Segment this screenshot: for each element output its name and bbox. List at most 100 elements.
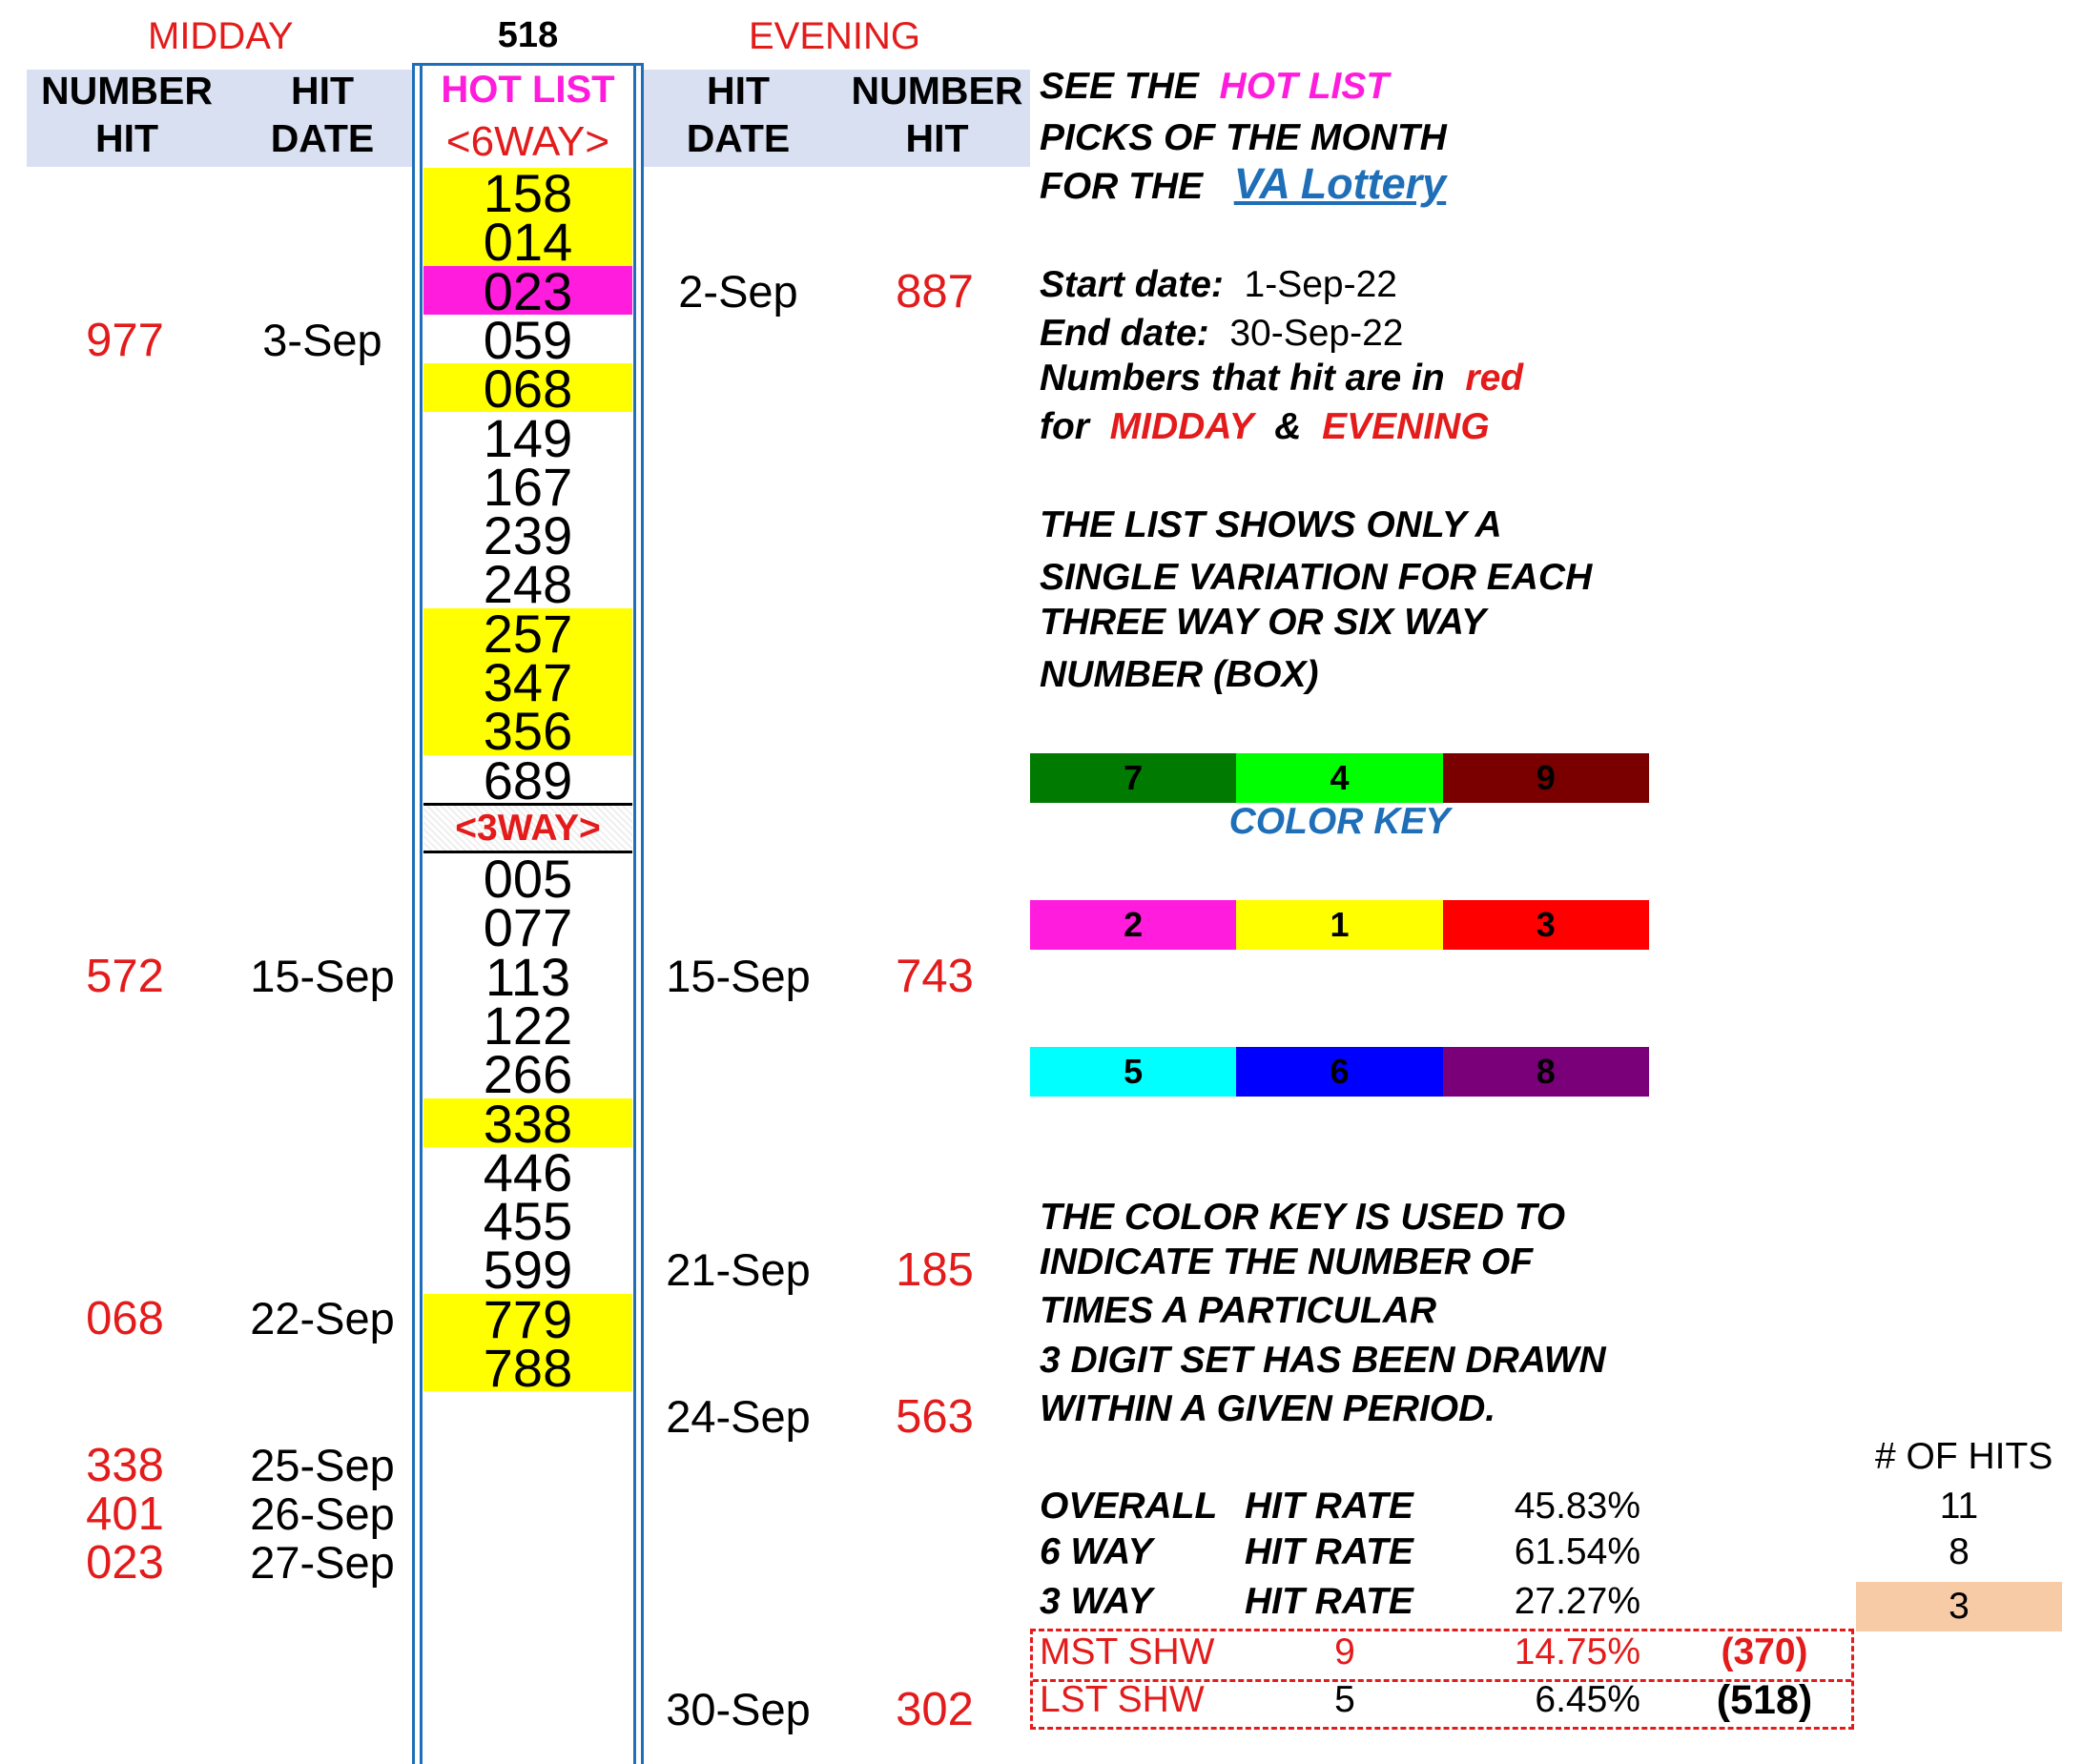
color-key-swatch: 8	[1442, 1047, 1649, 1097]
midday-hit-number: 338	[86, 1439, 164, 1491]
overall-label: OVERALL	[1040, 1486, 1218, 1527]
hot-list-number: 122	[483, 995, 573, 1056]
hot-list-number: 257	[423, 606, 632, 660]
note-key-line-4: 3 DIGIT SET HAS BEEN DRAWN	[1040, 1340, 1606, 1381]
hot-list-number: 167	[483, 456, 573, 517]
color-key-swatch: 5	[1030, 1047, 1237, 1097]
three-way-hits: 3	[1949, 1586, 1970, 1627]
three-way-label: <3WAY>	[423, 803, 632, 853]
three-way-rate: 27.27%	[1514, 1581, 1640, 1622]
midday-hit-number: 401	[86, 1488, 164, 1541]
evening-hit-number: 743	[896, 950, 974, 1002]
color-key-swatch: 9	[1442, 753, 1649, 803]
three-way-hits-highlight	[1856, 1582, 2062, 1631]
left-number-hit-header: NUMBER HIT	[41, 69, 213, 160]
mst-number: (370)	[1721, 1631, 1808, 1672]
midday-hit-date: 27-Sep	[250, 1537, 395, 1589]
hot-list-number: 158	[423, 166, 632, 220]
hot-list-number: 689	[483, 749, 573, 810]
color-key-swatch: 2	[1030, 900, 1237, 950]
hot-list-number: 455	[483, 1191, 573, 1252]
midday-hit-number: 572	[86, 950, 164, 1002]
note-for-the: FOR THE VA Lottery	[1040, 159, 1447, 208]
midday-hit-number: 977	[86, 314, 164, 366]
hot-list-number: 248	[483, 554, 573, 615]
evening-hit-date: 15-Sep	[666, 950, 811, 1001]
overall-rate: 45.83%	[1514, 1486, 1640, 1527]
midday-hit-date: 25-Sep	[250, 1439, 395, 1490]
note-key-line-3: TIMES A PARTICULAR	[1040, 1290, 1436, 1331]
six-way-rate-label: HIT RATE	[1245, 1531, 1413, 1572]
color-key-swatch: 7	[1030, 753, 1237, 803]
mst-label: MST SHW	[1040, 1631, 1215, 1672]
evening-label: EVENING	[749, 15, 921, 57]
hot-list-number: 014	[423, 215, 632, 269]
lottery-name: VA Lottery	[1233, 159, 1447, 208]
note-list-line-1: THE LIST SHOWS ONLY A	[1040, 504, 1502, 545]
right-header-band	[644, 70, 1030, 167]
hot-list-number: 599	[483, 1240, 573, 1301]
mst-count: 9	[1334, 1631, 1355, 1672]
hot-list-number: 023	[423, 264, 632, 318]
note-key-line-1: THE COLOR KEY IS USED TO	[1040, 1197, 1566, 1238]
lst-label: LST SHW	[1040, 1679, 1205, 1720]
hits-header: # OF HITS	[1875, 1436, 2053, 1477]
lst-rate: 6.45%	[1535, 1679, 1640, 1720]
overall-rate-label: HIT RATE	[1245, 1486, 1413, 1527]
right-number-hit-header: NUMBER HIT	[851, 69, 1023, 160]
hot-list-number: 113	[485, 946, 571, 1007]
midday-hit-number: 068	[86, 1292, 164, 1344]
lst-number: (518)	[1716, 1677, 1813, 1723]
hot-list-top-border	[412, 63, 644, 66]
midday-hit-number: 023	[86, 1537, 164, 1590]
left-header-band	[27, 70, 412, 167]
lst-count: 5	[1334, 1679, 1355, 1720]
note-picks: PICKS OF THE MONTH	[1040, 117, 1447, 158]
hot-list-number: 779	[423, 1292, 632, 1345]
evening-hit-date: 21-Sep	[666, 1243, 811, 1295]
color-key-title: COLOR KEY	[1228, 801, 1451, 842]
midday-hit-date: 26-Sep	[250, 1488, 395, 1540]
hot-list-number: 005	[483, 849, 573, 909]
evening-hit-number: 563	[896, 1390, 974, 1443]
color-key-swatch: 1	[1236, 900, 1443, 950]
midday-label: MIDDAY	[148, 15, 294, 57]
evening-hit-date: 30-Sep	[666, 1684, 811, 1735]
note-see-hot-list: SEE THE HOT LIST	[1040, 66, 1390, 107]
hot-list-number: 239	[483, 505, 573, 566]
midday-hit-date: 15-Sep	[250, 950, 395, 1001]
hot-list-column-frame	[412, 63, 644, 1764]
six-way-header: <6WAY>	[445, 118, 610, 165]
center-number: 518	[497, 15, 559, 55]
hot-list-number: 788	[423, 1341, 632, 1395]
three-way-rate-label: HIT RATE	[1245, 1581, 1413, 1622]
evening-hit-date: 24-Sep	[666, 1390, 811, 1442]
left-hit-date-header: HIT DATE	[270, 69, 375, 160]
hot-list-number: 077	[483, 897, 573, 958]
note-list-line-2: SINGLE VARIATION FOR EACH	[1040, 557, 1593, 598]
note-list-line-3: THREE WAY OR SIX WAY	[1040, 602, 1487, 643]
midday-hit-date: 22-Sep	[250, 1292, 395, 1344]
evening-hit-number: 887	[896, 265, 974, 318]
mst-rate: 14.75%	[1514, 1631, 1640, 1672]
hot-list-number: 338	[423, 1097, 632, 1150]
evening-hit-date: 2-Sep	[678, 265, 798, 317]
three-way-label-stat: 3 WAY	[1040, 1581, 1153, 1622]
six-way-hits: 8	[1949, 1531, 1970, 1572]
note-end-date: End date: 30-Sep-22	[1040, 313, 1404, 354]
note-numbers-hit: Numbers that hit are in red	[1040, 358, 1524, 399]
evening-hit-number: 185	[896, 1243, 974, 1296]
hot-list-number: 356	[423, 705, 632, 758]
hot-list-number: 149	[483, 407, 573, 468]
color-key-swatch: 4	[1236, 753, 1443, 803]
color-key-swatch: 3	[1442, 900, 1649, 950]
hot-list-number: 347	[423, 655, 632, 709]
right-hit-date-header: HIT DATE	[686, 69, 791, 160]
six-way-label: 6 WAY	[1040, 1531, 1153, 1572]
note-list-line-4: NUMBER (BOX)	[1040, 654, 1319, 695]
six-way-rate: 61.54%	[1514, 1531, 1640, 1572]
show-stats-box	[1030, 1629, 1854, 1730]
